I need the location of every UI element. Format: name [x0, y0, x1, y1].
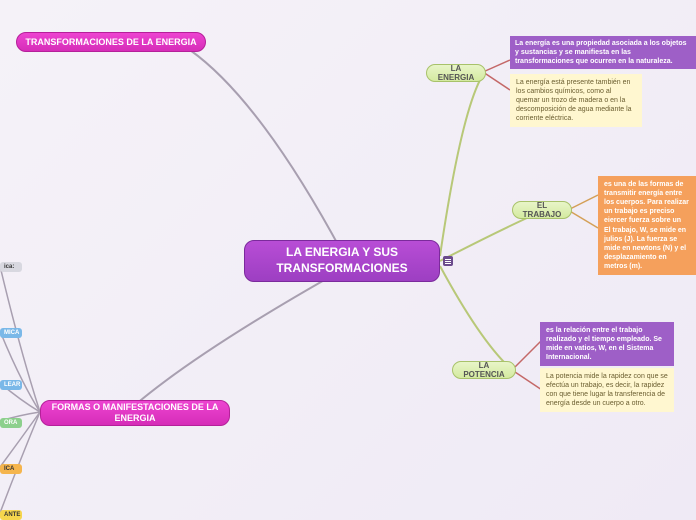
node-la-potencia[interactable]: LA POTENCIA	[452, 361, 516, 379]
node-la-potencia-label: LA POTENCIA	[461, 361, 507, 379]
node-la-energia-label: LA ENERGIA	[435, 64, 477, 82]
tag-6[interactable]: ANTE	[0, 510, 22, 520]
tag-1[interactable]: ica:	[0, 262, 22, 272]
note-potencia-yellow-text: La potencia mide la rapidez con que se e…	[546, 372, 668, 408]
central-node[interactable]: LA ENERGIA Y SUS TRANSFORMACIONES	[244, 240, 440, 282]
note-energia-yellow: La energía está presente también en los …	[510, 74, 642, 127]
note-trabajo-2: El trabajo, W, se mide en julios (J). La…	[598, 222, 696, 275]
note-energia-purple: La energía es una propiedad asociada a l…	[510, 36, 696, 69]
note-potencia-purple: es la relación entre el trabajo realizad…	[540, 322, 674, 366]
node-la-energia[interactable]: LA ENERGIA	[426, 64, 486, 82]
tag-2[interactable]: MICA	[0, 328, 22, 338]
node-formas-label: FORMAS O MANIFESTACIONES DE LA ENERGIA	[49, 402, 221, 424]
note-potencia-yellow: La potencia mide la rapidez con que se e…	[540, 368, 674, 412]
tag-3[interactable]: LEAR	[0, 380, 22, 390]
tag-5[interactable]: ICA	[0, 464, 22, 474]
node-transformaciones[interactable]: TRANSFORMACIONES DE LA ENERGIA	[16, 32, 206, 52]
node-formas[interactable]: FORMAS O MANIFESTACIONES DE LA ENERGIA	[40, 400, 230, 426]
tag-4[interactable]: ORA	[0, 418, 22, 428]
note-trabajo-2-text: El trabajo, W, se mide en julios (J). La…	[604, 226, 690, 271]
central-line1: LA ENERGIA Y SUS	[276, 245, 407, 261]
node-el-trabajo-label: EL TRABAJO	[521, 201, 563, 219]
central-line2: TRANSFORMACIONES	[276, 261, 407, 277]
note-energia-purple-text: La energía es una propiedad asociada a l…	[515, 39, 691, 66]
note-potencia-purple-text: es la relación entre el trabajo realizad…	[546, 326, 668, 362]
note-energia-yellow-text: La energía está presente también en los …	[516, 78, 636, 123]
menu-icon[interactable]	[443, 256, 453, 266]
node-transformaciones-label: TRANSFORMACIONES DE LA ENERGIA	[25, 37, 196, 47]
node-el-trabajo[interactable]: EL TRABAJO	[512, 201, 572, 219]
